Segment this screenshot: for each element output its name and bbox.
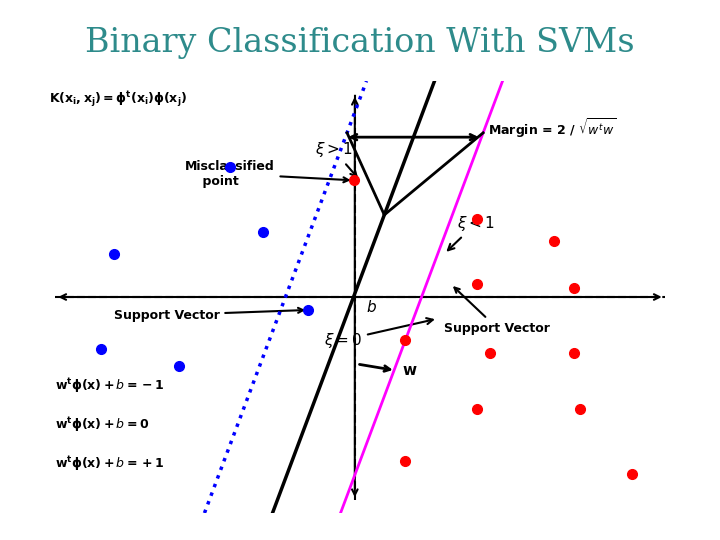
Text: $\mathbf{w^t\phi(x) + \mathit{b} = -1}$: $\mathbf{w^t\phi(x) + \mathit{b} = -1}$ [55,376,165,395]
Text: Binary Classification With SVMs: Binary Classification With SVMs [85,27,635,59]
Text: $\mathbf{w^t\phi(x) + \mathit{b} = 0}$: $\mathbf{w^t\phi(x) + \mathit{b} = 0}$ [55,415,150,434]
Text: $b$: $b$ [366,299,377,315]
Text: Support Vector: Support Vector [444,288,550,335]
Text: $\mathbf{w^t\phi(x) + \mathit{b} = +1}$: $\mathbf{w^t\phi(x) + \mathit{b} = +1}$ [55,454,165,473]
Text: Support Vector: Support Vector [114,308,303,322]
Text: Margin = 2 / $\sqrt{w^tw}$: Margin = 2 / $\sqrt{w^tw}$ [488,116,616,140]
Text: $\xi < 1$: $\xi < 1$ [448,214,495,250]
Text: w: w [402,363,416,378]
Text: $\mathbf{K(x_i,x_j) = \phi^t(x_i)\phi(x_j)}$: $\mathbf{K(x_i,x_j) = \phi^t(x_i)\phi(x_… [49,90,187,109]
Text: $\xi = 0$: $\xi = 0$ [324,318,433,349]
Text: Misclassified
    point: Misclassified point [185,160,348,188]
Text: $\xi > 1$: $\xi > 1$ [315,140,356,177]
